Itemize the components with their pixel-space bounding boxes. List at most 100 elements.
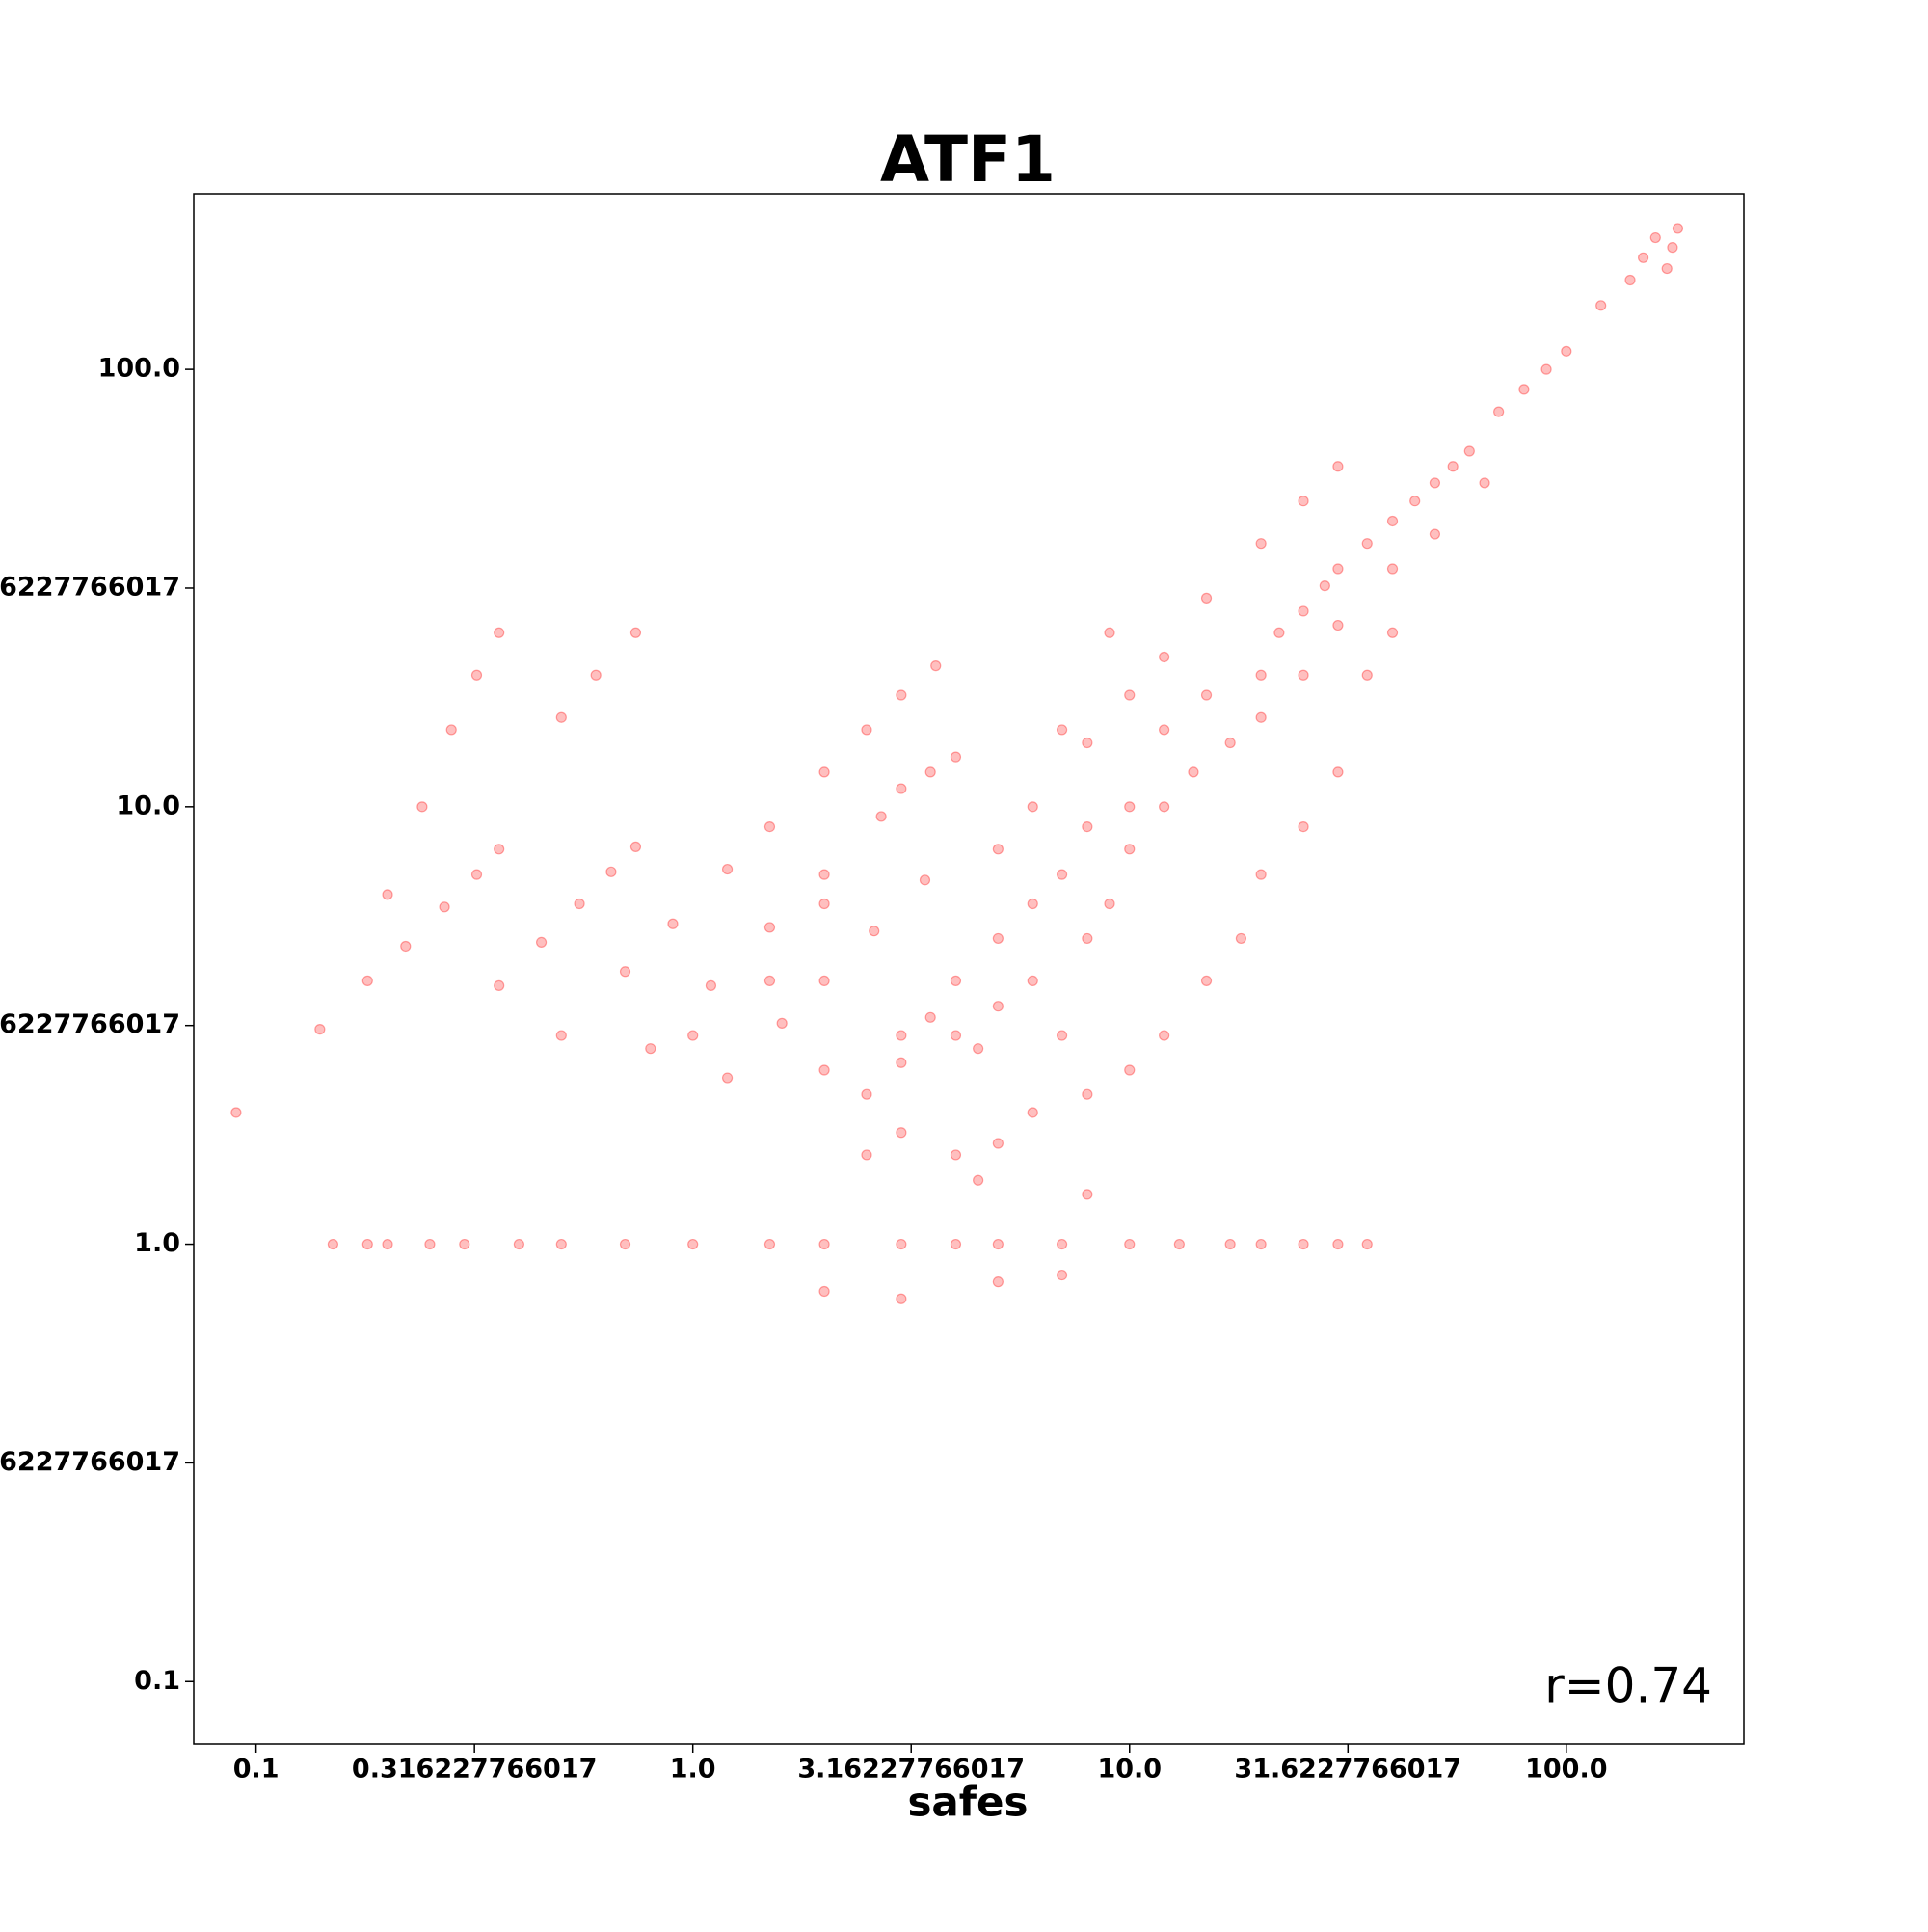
point [818, 869, 830, 880]
point [1104, 898, 1115, 910]
point [924, 766, 936, 778]
point [818, 1064, 830, 1076]
point [362, 1238, 373, 1250]
point [1200, 689, 1213, 701]
x-tick-label: 100.0 [1525, 1755, 1607, 1784]
point [930, 660, 942, 672]
point [896, 1127, 907, 1139]
point [896, 1057, 907, 1068]
point [1298, 669, 1309, 681]
point [445, 724, 457, 736]
point [1104, 627, 1115, 638]
point [1255, 538, 1267, 550]
point [1409, 496, 1421, 507]
points [230, 223, 1684, 1304]
point [1082, 737, 1093, 749]
point [424, 1238, 436, 1250]
point [1159, 651, 1170, 663]
point [973, 1043, 984, 1055]
point [459, 1238, 470, 1250]
point [1188, 766, 1199, 778]
point [1661, 262, 1673, 275]
point [1224, 1238, 1236, 1250]
point [896, 1238, 907, 1250]
point [362, 975, 373, 986]
y-tick-label: 3.16227766017 [0, 1009, 180, 1039]
point [645, 1043, 656, 1055]
point [1056, 724, 1068, 736]
x-axis-label: safes [907, 1779, 1028, 1826]
point [1332, 766, 1344, 778]
point [1082, 1189, 1093, 1200]
point [687, 1030, 699, 1041]
point [1159, 724, 1170, 736]
point [1159, 801, 1170, 813]
point [1361, 538, 1373, 550]
point [439, 901, 450, 913]
point [818, 898, 830, 910]
y-tick-label: 31.6227766017 [0, 572, 180, 602]
point [1463, 445, 1475, 457]
point [1200, 975, 1213, 986]
point [818, 975, 830, 986]
point [1224, 737, 1236, 749]
point [1332, 563, 1344, 575]
plot-frame [193, 193, 1745, 1745]
point [1386, 515, 1399, 527]
point [1298, 605, 1309, 617]
x-tick-label: 0.316227766017 [352, 1755, 597, 1784]
point [1667, 242, 1678, 254]
point [1027, 1107, 1038, 1118]
point [861, 724, 872, 736]
point [1595, 300, 1607, 311]
point [721, 863, 734, 875]
point [1159, 1030, 1170, 1041]
point [1027, 801, 1038, 813]
point [950, 751, 962, 763]
point [1386, 627, 1399, 638]
point [494, 844, 505, 855]
point [763, 1238, 776, 1250]
point [992, 1276, 1004, 1288]
x-tick-label: 3.16227766017 [797, 1755, 1025, 1784]
point [1332, 619, 1344, 631]
point [494, 979, 505, 991]
point [992, 844, 1004, 855]
point [1200, 592, 1213, 604]
y-tick-label: 0.316227766017 [0, 1447, 180, 1477]
point [416, 801, 428, 813]
chart-title: ATF1 [880, 122, 1056, 197]
point [1493, 406, 1505, 417]
point [818, 1285, 830, 1298]
x-tick-label: 0.1 [233, 1755, 280, 1784]
point [1429, 477, 1441, 489]
point [400, 940, 412, 953]
point [721, 1072, 734, 1084]
y-tick-label: 1.0 [134, 1228, 180, 1258]
x-tick-label: 1.0 [670, 1755, 716, 1784]
point [314, 1024, 326, 1035]
point [1124, 1238, 1136, 1250]
point [470, 869, 483, 880]
y-tick-label: 10.0 [116, 791, 180, 820]
point [382, 1238, 393, 1250]
point [896, 1293, 907, 1304]
point [494, 627, 505, 638]
point [1124, 689, 1136, 701]
point [896, 783, 907, 794]
point [1056, 1238, 1068, 1250]
point [574, 898, 585, 910]
point [1124, 1064, 1136, 1076]
point [1255, 669, 1267, 681]
point [705, 979, 717, 991]
point [555, 1238, 567, 1250]
point [973, 1174, 984, 1186]
point [763, 820, 776, 833]
point [555, 711, 567, 723]
point [1027, 975, 1038, 986]
point [861, 1088, 872, 1100]
point [1298, 820, 1309, 833]
point [1298, 1238, 1309, 1250]
point [1540, 363, 1552, 375]
